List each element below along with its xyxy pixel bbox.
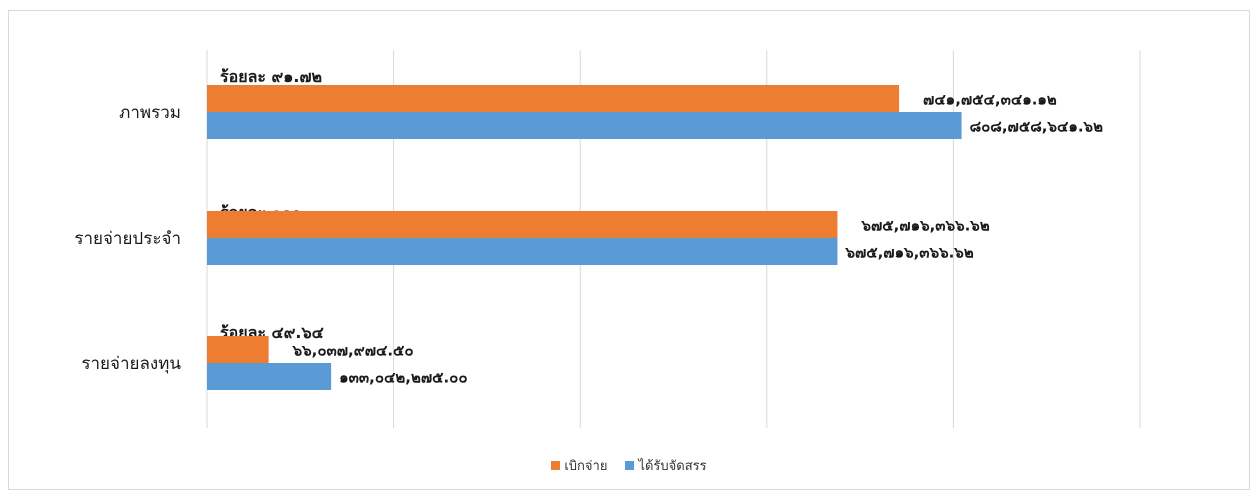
category-label: รายจ่ายลงทุน — [81, 354, 181, 374]
data-label: ๖๖,๐๓๗,๙๗๔.๕๐ — [292, 342, 414, 360]
category-label: รายจ่ายประจำ — [74, 229, 181, 249]
legend-swatch-allocated — [625, 461, 635, 470]
bar-allocated — [207, 363, 332, 390]
bar-allocated — [207, 112, 962, 139]
category-label: ภาพรวม — [119, 103, 181, 123]
bar-allocated — [207, 238, 838, 265]
legend-swatch-disbursed — [551, 461, 561, 470]
data-label: ๑๓๓,๐๔๒,๒๗๕.๐๐ — [339, 369, 467, 387]
bar-disbursed — [207, 336, 269, 363]
data-label: ๖๗๕,๗๑๖,๓๖๖.๖๒ — [844, 244, 973, 262]
percent-label: ร้อยละ ๙๑.๗๒ — [220, 67, 322, 86]
legend-label-allocated: ได้รับจัดสรร — [638, 459, 707, 474]
legend-item-allocated: ได้รับจัดสรร — [625, 455, 707, 476]
bar-disbursed — [207, 211, 838, 238]
data-label: ๗๔๑,๗๕๔,๓๔๑.๑๒ — [923, 91, 1057, 109]
data-label: ๖๗๕,๗๑๖,๓๖๖.๖๒ — [860, 217, 989, 235]
legend-item-disbursed: เบิกจ่าย — [551, 455, 607, 476]
bar-disbursed — [207, 85, 900, 112]
legend-label-disbursed: เบิกจ่าย — [564, 459, 608, 474]
chart-legend: เบิกจ่าย ได้รับจัดสรร — [0, 455, 1258, 476]
data-label: ๘๐๘,๗๕๘,๖๔๑.๖๒ — [970, 118, 1104, 136]
